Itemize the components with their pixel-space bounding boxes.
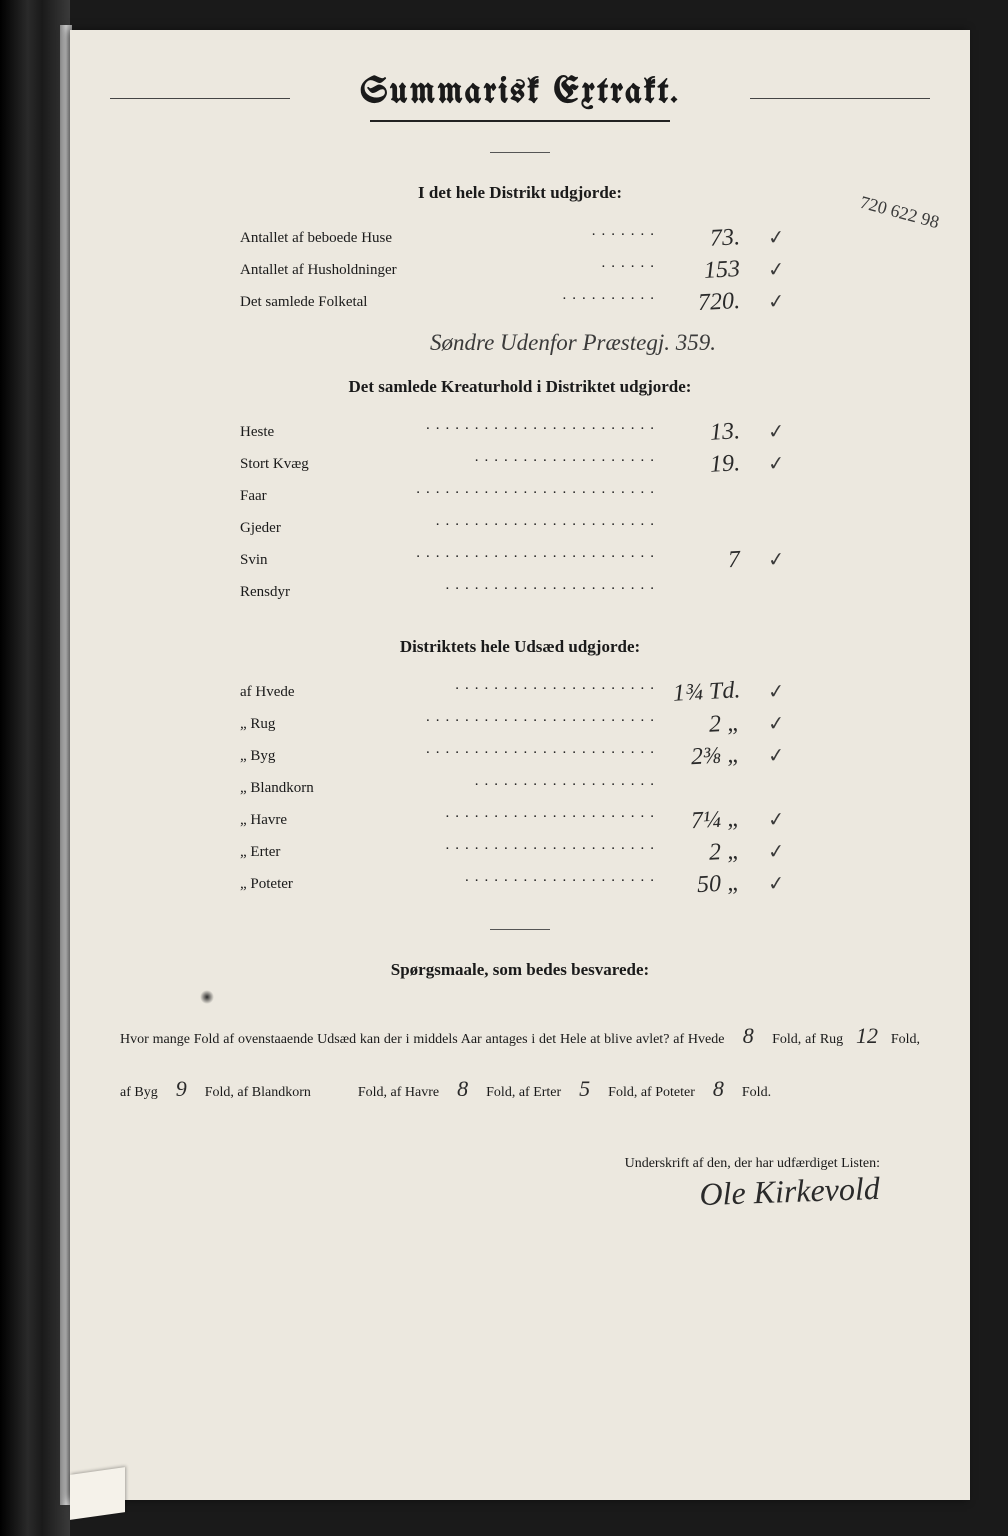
fill-byg: 9	[161, 1063, 201, 1116]
handwritten-value: 153	[703, 254, 741, 286]
section-heading-district: I det hele Distrikt udgjorde:	[70, 183, 970, 203]
signature-label: Underskrift af den, der har udfærdiget L…	[70, 1156, 880, 1172]
leader-dots: ........................	[240, 410, 660, 441]
folded-corner	[70, 1467, 125, 1520]
handwritten-value: 720.	[697, 286, 741, 318]
leader-dots: ..........	[240, 280, 660, 311]
leader-dots: ........................	[240, 734, 660, 765]
checkmark-icon: ✓	[767, 544, 786, 575]
fill-poteter: 8	[698, 1063, 738, 1116]
fill-rug: 12	[847, 1010, 887, 1063]
leader-dots: ...................	[240, 442, 660, 473]
checkmark-icon: ✓	[767, 868, 786, 899]
handwritten-value: 1¾ Td.	[672, 675, 741, 708]
leader-dots: ........................	[240, 702, 660, 733]
handwritten-value: 73.	[709, 222, 741, 254]
document-page: Summarisk Extrakt. I det hele Distrikt u…	[70, 30, 970, 1500]
district-block: 720 622 98 Antallet af beboede Huse.....…	[240, 223, 800, 317]
handwritten-value: 13.	[709, 416, 741, 448]
checkmark-icon: ✓	[767, 254, 786, 285]
checkmark-icon: ✓	[767, 286, 786, 317]
checkmark-icon: ✓	[767, 740, 786, 771]
handwritten-value: 19.	[709, 448, 741, 480]
decorative-rule	[490, 152, 550, 153]
leader-dots: ....................	[240, 862, 660, 893]
handwritten-value: 7	[727, 545, 741, 576]
fill-erter: 5	[565, 1063, 605, 1116]
data-row: „ Poteter....................50 „✓	[240, 869, 800, 899]
questions-paragraph: Hvor mange Fold af ovenstaaende Udsæd ka…	[120, 1010, 920, 1116]
leader-dots: ......................	[240, 798, 660, 829]
handwritten-value: 50 „	[696, 868, 741, 900]
section-heading-livestock: Det samlede Kreaturhold i Distriktet udg…	[70, 377, 970, 397]
leader-dots: .......	[240, 216, 660, 247]
leader-dots: .......................	[240, 506, 660, 537]
leader-dots: ......................	[240, 570, 660, 601]
checkmark-icon: ✓	[767, 708, 786, 739]
signature: Ole Kirkevold	[70, 1169, 881, 1234]
checkmark-icon: ✓	[767, 222, 786, 253]
checkmark-icon: ✓	[767, 676, 786, 707]
q-text: Hvor mange Fold af ovenstaaende Udsæd ka…	[120, 1032, 724, 1047]
fill-havre: 8	[443, 1063, 483, 1116]
livestock-block: Heste........................13.✓Stort K…	[240, 417, 800, 607]
leader-dots: .........................	[240, 538, 660, 569]
q-text: Fold, af Poteter	[608, 1085, 695, 1100]
data-row: Det samlede Folketal..........720.✓	[240, 287, 800, 317]
q-text: Fold.	[742, 1085, 771, 1100]
q-text: Fold, af Havre	[358, 1085, 439, 1100]
handwritten-value: 2⅜ „	[690, 740, 741, 773]
fill-hvede: 8	[728, 1010, 768, 1063]
q-text: Fold, af Erter	[486, 1085, 561, 1100]
handwritten-value: 2 „	[708, 708, 741, 740]
ink-stain	[200, 990, 214, 1004]
checkmark-icon: ✓	[767, 448, 786, 479]
decorative-rule-2	[490, 929, 550, 930]
section-heading-sowing: Distriktets hele Udsæd udgjorde:	[70, 637, 970, 657]
leader-dots: .........................	[240, 474, 660, 505]
title-rule	[370, 120, 670, 122]
leader-dots: ......	[240, 248, 660, 279]
q-text: Fold, af Blandkorn	[205, 1085, 311, 1100]
checkmark-icon: ✓	[767, 836, 786, 867]
handwritten-value: 2 „	[708, 836, 741, 868]
page-title: Summarisk Extrakt.	[70, 75, 970, 120]
leader-dots: ......................	[240, 830, 660, 861]
handwritten-value: 7¼ „	[690, 804, 741, 837]
checkmark-icon: ✓	[767, 416, 786, 447]
data-row: Rensdyr......................	[240, 577, 800, 607]
q-text: Fold, af Rug	[772, 1032, 843, 1047]
handwritten-annotation: Søndre Udenfor Præstegj. 359.	[430, 330, 870, 356]
checkmark-icon: ✓	[767, 804, 786, 835]
section-heading-questions: Spørgsmaale, som bedes besvarede:	[70, 960, 970, 980]
sowing-block: af Hvede.....................1¾ Td.✓„ Ru…	[240, 677, 800, 899]
leader-dots: .....................	[240, 670, 660, 701]
leader-dots: ...................	[240, 766, 660, 797]
